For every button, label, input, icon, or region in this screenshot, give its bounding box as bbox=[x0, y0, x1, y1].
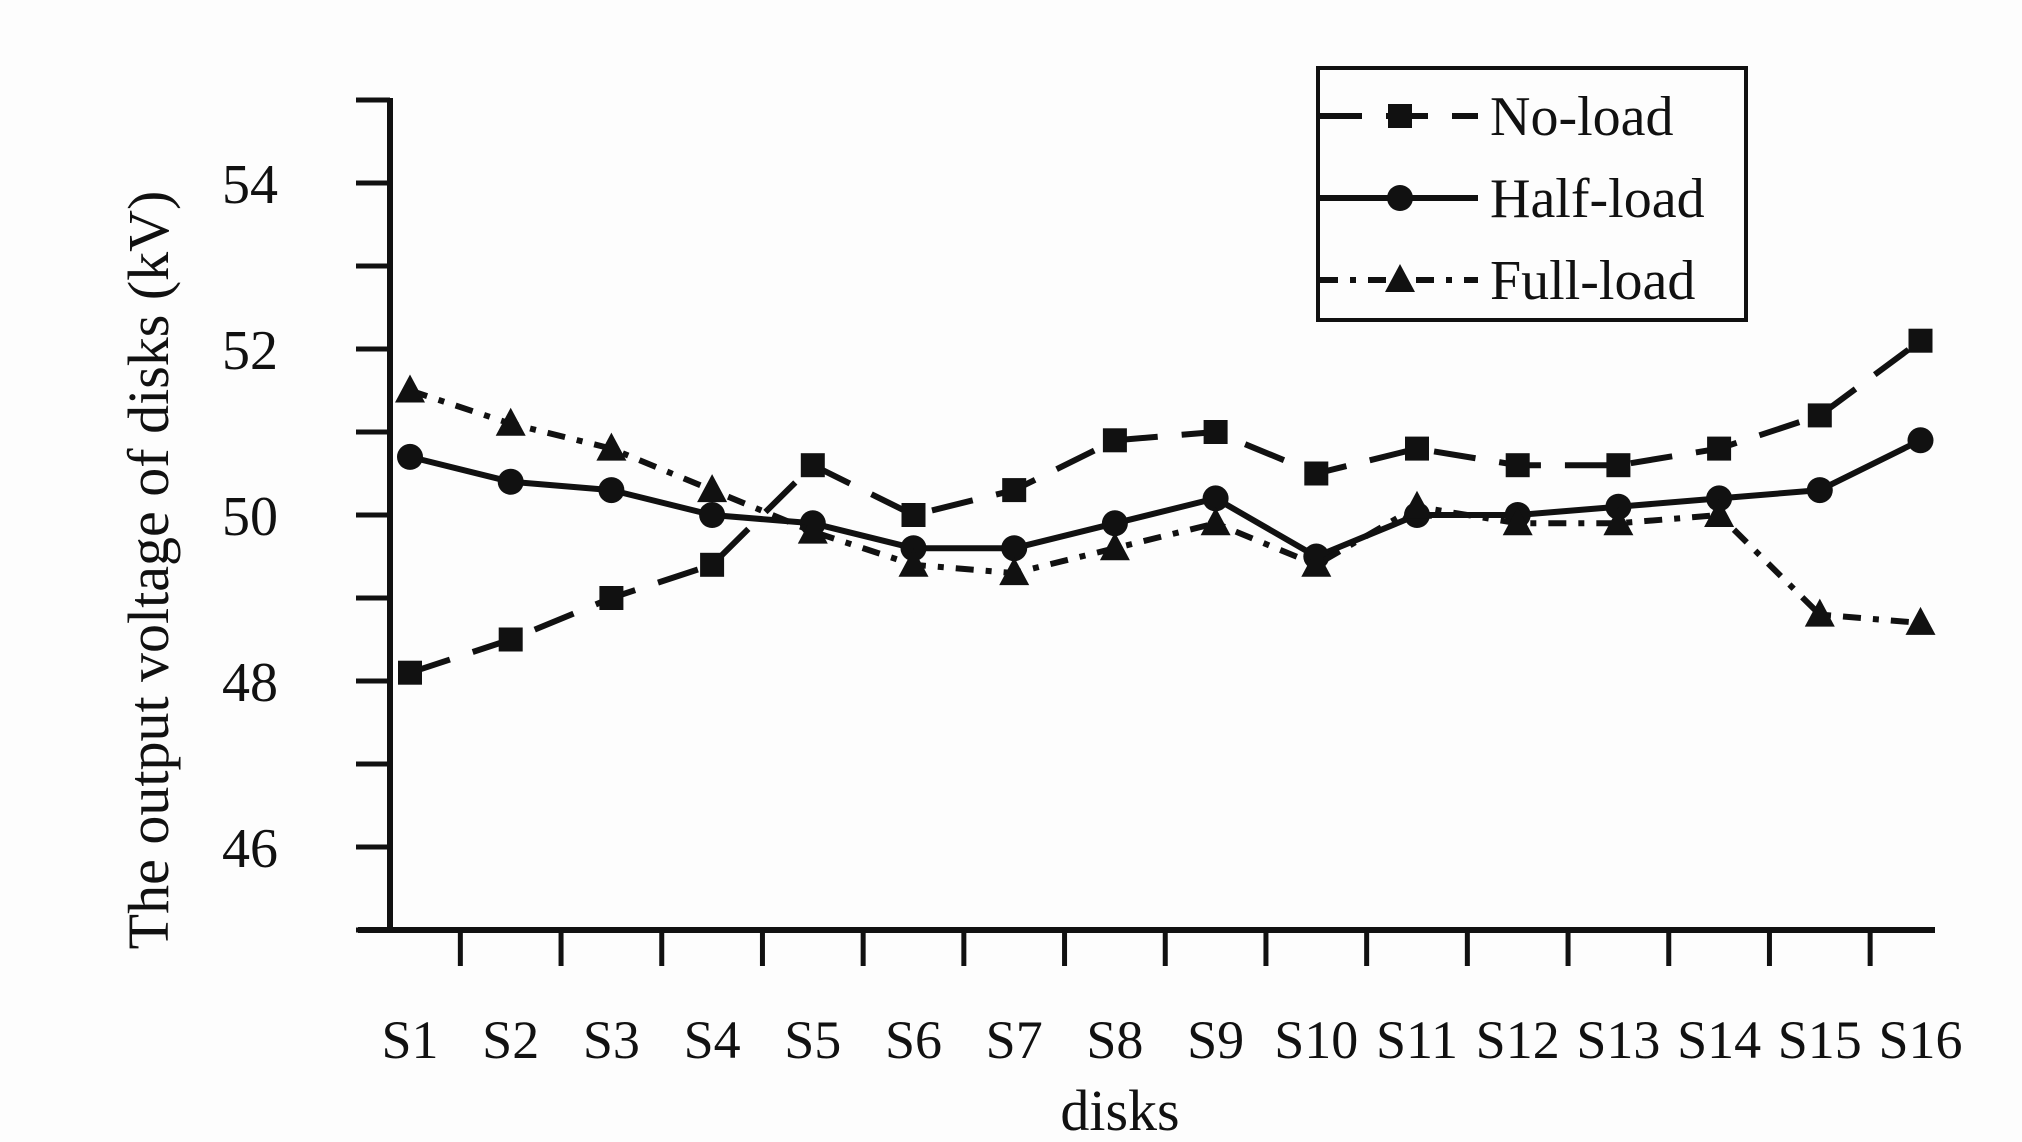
data-point bbox=[1706, 485, 1733, 512]
series-line bbox=[409, 338, 1923, 676]
data-point bbox=[699, 502, 726, 528]
data-point bbox=[497, 468, 524, 495]
data-point bbox=[1707, 436, 1732, 461]
x-tick-label: S2 bbox=[482, 1010, 539, 1070]
series-line bbox=[409, 437, 1922, 560]
data-point bbox=[1907, 427, 1934, 454]
legend-item: No-load bbox=[1320, 86, 1674, 148]
data-point bbox=[1605, 493, 1632, 520]
data-point bbox=[1804, 598, 1835, 627]
y-axis-title: The output voltage of disks (kV) bbox=[116, 191, 181, 950]
data-point bbox=[1102, 428, 1127, 453]
series-line bbox=[409, 387, 1921, 626]
data-point bbox=[800, 453, 825, 478]
x-tick-label: S3 bbox=[583, 1010, 640, 1070]
data-point bbox=[1001, 535, 1028, 562]
data-point bbox=[1502, 507, 1533, 536]
axes: 46 48 50 52 54 S1 S2 S3 S4 S5 S6 S7 S8 S9 S10 S11 S12 S13… bbox=[222, 97, 1963, 1070]
x-tick-label: S5 bbox=[784, 1010, 841, 1070]
data-point bbox=[1908, 328, 1933, 353]
legend-label: Full-load bbox=[1490, 250, 1695, 312]
x-tick-label: S11 bbox=[1376, 1010, 1458, 1070]
x-tick-label: S10 bbox=[1274, 1010, 1358, 1070]
legend-item: Half-load bbox=[1320, 168, 1705, 230]
x-tick-label: S15 bbox=[1778, 1010, 1862, 1070]
data-point bbox=[598, 477, 625, 504]
legend-label: No-load bbox=[1490, 86, 1674, 148]
x-tick-label: S12 bbox=[1476, 1010, 1560, 1070]
data-point bbox=[1200, 507, 1231, 536]
y-tick-label: 48 bbox=[222, 652, 278, 714]
data-point bbox=[999, 557, 1030, 586]
data-point bbox=[1203, 420, 1228, 444]
x-tick-label: S14 bbox=[1677, 1010, 1761, 1070]
data-point bbox=[1807, 403, 1832, 428]
data-point bbox=[1099, 532, 1130, 561]
data-point bbox=[901, 503, 926, 527]
data-point bbox=[397, 443, 423, 470]
data-point bbox=[596, 432, 627, 461]
data-point bbox=[1603, 507, 1634, 536]
y-tick-label: 50 bbox=[222, 486, 278, 548]
data-point bbox=[797, 515, 828, 544]
y-tick-label: 52 bbox=[222, 320, 278, 382]
data-point bbox=[1806, 477, 1833, 504]
data-point bbox=[898, 548, 929, 577]
data-point bbox=[1304, 461, 1329, 486]
x-tick-label: S6 bbox=[885, 1010, 942, 1070]
data-point bbox=[1505, 453, 1530, 478]
series-full-load bbox=[395, 374, 1936, 635]
y-tick-label: 46 bbox=[222, 818, 278, 880]
x-tick-label: S7 bbox=[986, 1010, 1043, 1070]
data-point bbox=[1905, 606, 1936, 635]
data-point bbox=[900, 535, 927, 562]
x-tick-label: S13 bbox=[1576, 1010, 1660, 1070]
data-point bbox=[700, 552, 725, 577]
legend-swatch-marker bbox=[1385, 264, 1415, 292]
y-tick-label: 54 bbox=[222, 154, 278, 216]
data-point bbox=[1202, 485, 1229, 512]
data-point bbox=[395, 374, 425, 403]
data-point bbox=[495, 407, 526, 436]
data-point bbox=[1704, 499, 1735, 527]
series-no-load bbox=[398, 328, 1933, 685]
x-tick-label: S1 bbox=[381, 1010, 438, 1070]
x-tick-label: S9 bbox=[1187, 1010, 1244, 1070]
data-point bbox=[1402, 490, 1432, 519]
legend-item: Full-load bbox=[1320, 250, 1695, 312]
legend-swatch-marker bbox=[1388, 104, 1412, 128]
x-axis-title: disks bbox=[1060, 1078, 1179, 1137]
data-point bbox=[1405, 436, 1429, 461]
data-point bbox=[1301, 548, 1332, 577]
legend-swatch-marker bbox=[1387, 185, 1413, 211]
data-point bbox=[697, 474, 728, 503]
x-tick-label: S4 bbox=[684, 1010, 741, 1070]
legend: No-load Half-load Full-load bbox=[1316, 66, 1748, 322]
data-point bbox=[1101, 510, 1128, 537]
x-tick-label: S8 bbox=[1086, 1010, 1143, 1070]
data-point bbox=[498, 627, 523, 652]
data-point bbox=[1002, 478, 1027, 503]
legend-label: Half-load bbox=[1490, 168, 1705, 230]
data-point bbox=[1606, 453, 1631, 478]
plot-area bbox=[395, 328, 1936, 685]
data-point bbox=[599, 586, 624, 610]
x-tick-label: S16 bbox=[1878, 1010, 1962, 1070]
data-point bbox=[398, 660, 422, 685]
